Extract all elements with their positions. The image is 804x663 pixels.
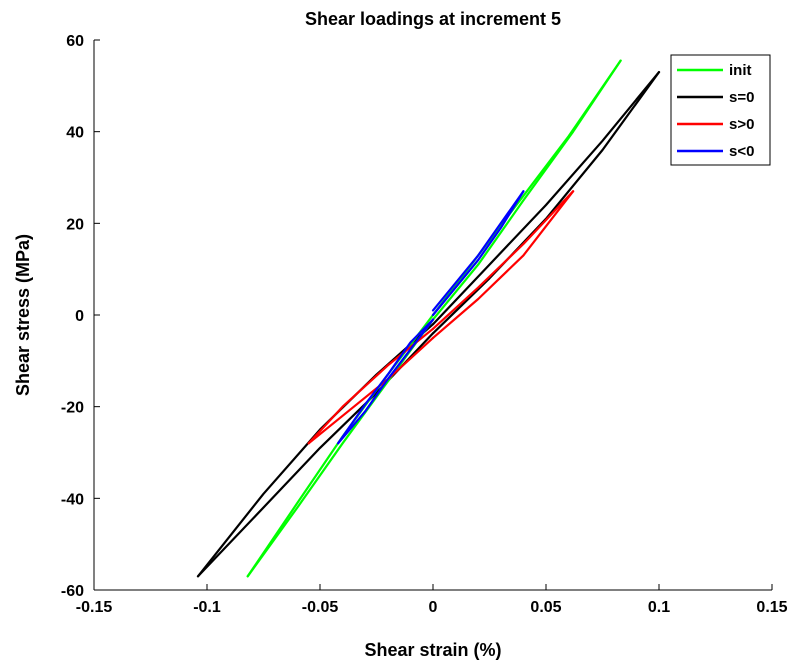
x-tick-label: -0.05	[302, 599, 339, 616]
x-tick-label: 0.1	[648, 599, 670, 616]
legend-label-s>0: s>0	[729, 116, 754, 133]
x-tick-label: 0.15	[756, 599, 787, 616]
y-axis-label: Shear stress (MPa)	[13, 234, 33, 396]
series-line-s>0-3	[307, 327, 435, 445]
x-tick-label: 0.05	[530, 599, 561, 616]
series-line-s<0-1	[431, 190, 525, 317]
x-axis-label: Shear strain (%)	[364, 640, 501, 660]
plot-area: -0.15 -0.1 -0.05 0 0.05 0.1 0.15 -60 -40 -20 0 20 40…	[61, 33, 788, 616]
legend-box	[670, 54, 771, 166]
x-tick-label: -0.1	[193, 599, 221, 616]
series-s>0-group	[307, 190, 575, 445]
series-line-s>0-0	[431, 190, 575, 330]
series-line-init-2	[246, 318, 435, 578]
series-line-s>0-2	[307, 336, 435, 445]
y-tick-label: 40	[66, 125, 84, 142]
series-line-init-1	[431, 59, 622, 321]
legend-label-s<0: s<0	[729, 143, 754, 160]
y-tick-label: -60	[61, 583, 84, 600]
y-tick-label: 0	[75, 308, 84, 325]
series-line-s<0-3	[337, 318, 435, 445]
x-tick-label: -0.15	[76, 599, 113, 616]
legend-label-init: init	[729, 62, 752, 79]
series-s<0-group	[337, 190, 525, 445]
y-tick-label: -40	[61, 491, 84, 508]
series-line-s=0-0	[431, 71, 661, 326]
y-tick-label: -20	[61, 400, 84, 417]
series-line-s<0-0	[431, 190, 525, 312]
series-line-s>0-1	[431, 190, 575, 339]
y-tick-label: 20	[66, 216, 84, 233]
legend-label-s=0: s=0	[729, 89, 754, 106]
series-line-s=0-1	[431, 71, 661, 335]
series-init-group	[246, 59, 622, 578]
chart-title: Shear loadings at increment 5	[305, 9, 561, 29]
x-tick-label: 0	[429, 599, 438, 616]
y-tick-label: 60	[66, 33, 84, 50]
series-line-s<0-2	[337, 318, 435, 445]
